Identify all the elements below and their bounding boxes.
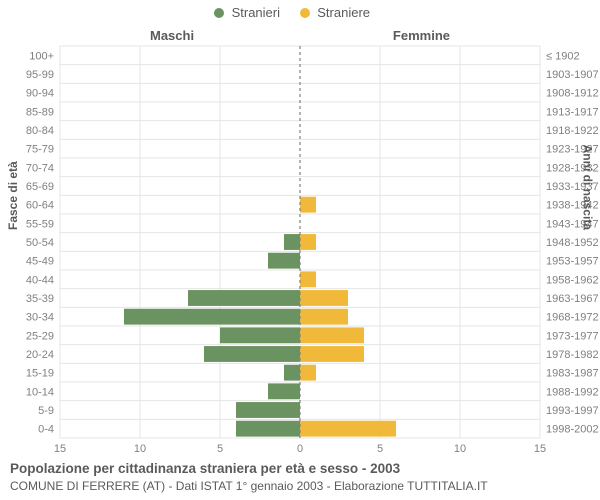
year-label: 1908-1912 (546, 88, 599, 100)
bar-male (268, 383, 300, 399)
age-label: 35-39 (26, 293, 54, 305)
age-label: 55-59 (26, 218, 54, 230)
chart-svg: 0 5 5 10 10 15 15 100+ ≤ 1902 95-99 1903-1907 90-94… (0, 0, 600, 500)
age-label: 75-79 (26, 144, 54, 156)
bar-female (300, 271, 316, 287)
bar-male (236, 421, 300, 437)
year-label: 1998-2002 (546, 424, 599, 436)
bar-female (300, 234, 316, 250)
year-label: ≤ 1902 (546, 50, 580, 62)
age-label: 70-74 (26, 162, 54, 174)
age-label: 90-94 (26, 88, 54, 100)
year-label: 1973-1977 (546, 330, 599, 342)
year-label: 1963-1967 (546, 293, 599, 305)
population-pyramid-chart: Stranieri Straniere Maschi Femmine Fasce… (0, 0, 600, 500)
year-label: 1968-1972 (546, 312, 599, 324)
age-label: 50-54 (26, 237, 54, 249)
bar-male (284, 234, 300, 250)
x-tick-right: 15 (534, 443, 546, 455)
age-label: 20-24 (26, 349, 54, 361)
bar-male (268, 253, 300, 269)
x-tick-left: 15 (54, 443, 66, 455)
bar-male (124, 309, 300, 325)
age-label: 15-19 (26, 368, 54, 380)
year-label: 1958-1962 (546, 274, 599, 286)
age-label: 25-29 (26, 330, 54, 342)
year-label: 1983-1987 (546, 368, 599, 380)
year-label: 1993-1997 (546, 405, 599, 417)
legend-label-male: Stranieri (232, 5, 280, 20)
x-tick-left: 10 (134, 443, 146, 455)
bar-female (300, 327, 364, 343)
section-label-female: Femmine (393, 28, 450, 43)
age-label: 45-49 (26, 256, 54, 268)
x-tick-left: 5 (217, 443, 223, 455)
age-label: 80-84 (26, 125, 54, 137)
year-label: 1918-1922 (546, 125, 599, 137)
caption-subtitle: COMUNE DI FERRERE (AT) - Dati ISTAT 1° g… (10, 478, 488, 494)
x-tick-right: 10 (454, 443, 466, 455)
bar-female (300, 421, 396, 437)
year-label: 1903-1907 (546, 69, 599, 81)
section-label-male: Maschi (150, 28, 194, 43)
caption-title: Popolazione per cittadinanza straniera p… (10, 460, 488, 478)
bar-female (300, 309, 348, 325)
year-label: 1948-1952 (546, 237, 599, 249)
bar-female (300, 365, 316, 381)
x-tick-right: 5 (377, 443, 383, 455)
legend-swatch-female (300, 8, 310, 18)
age-label: 30-34 (26, 312, 54, 324)
age-label: 5-9 (38, 405, 54, 417)
age-label: 95-99 (26, 69, 54, 81)
bar-male (220, 327, 300, 343)
age-label: 65-69 (26, 181, 54, 193)
year-label: 1978-1982 (546, 349, 599, 361)
bar-female (300, 197, 316, 213)
legend: Stranieri Straniere (0, 4, 600, 20)
bar-male (204, 346, 300, 362)
y-axis-title-right: Anni di nascita (580, 145, 594, 230)
bar-male (236, 402, 300, 418)
y-axis-title-left: Fasce di età (6, 161, 20, 230)
legend-swatch-male (214, 8, 224, 18)
bar-female (300, 346, 364, 362)
age-label: 0-4 (38, 424, 54, 436)
age-label: 100+ (29, 50, 54, 62)
year-label: 1988-1992 (546, 386, 599, 398)
bar-male (284, 365, 300, 381)
year-label: 1953-1957 (546, 256, 599, 268)
bar-female (300, 290, 348, 306)
legend-label-female: Straniere (317, 5, 370, 20)
age-label: 60-64 (26, 200, 54, 212)
age-label: 85-89 (26, 106, 54, 118)
bar-male (188, 290, 300, 306)
age-label: 10-14 (26, 386, 54, 398)
x-tick-left: 0 (297, 443, 303, 455)
age-label: 40-44 (26, 274, 54, 286)
year-label: 1913-1917 (546, 106, 599, 118)
chart-caption: Popolazione per cittadinanza straniera p… (10, 460, 488, 494)
